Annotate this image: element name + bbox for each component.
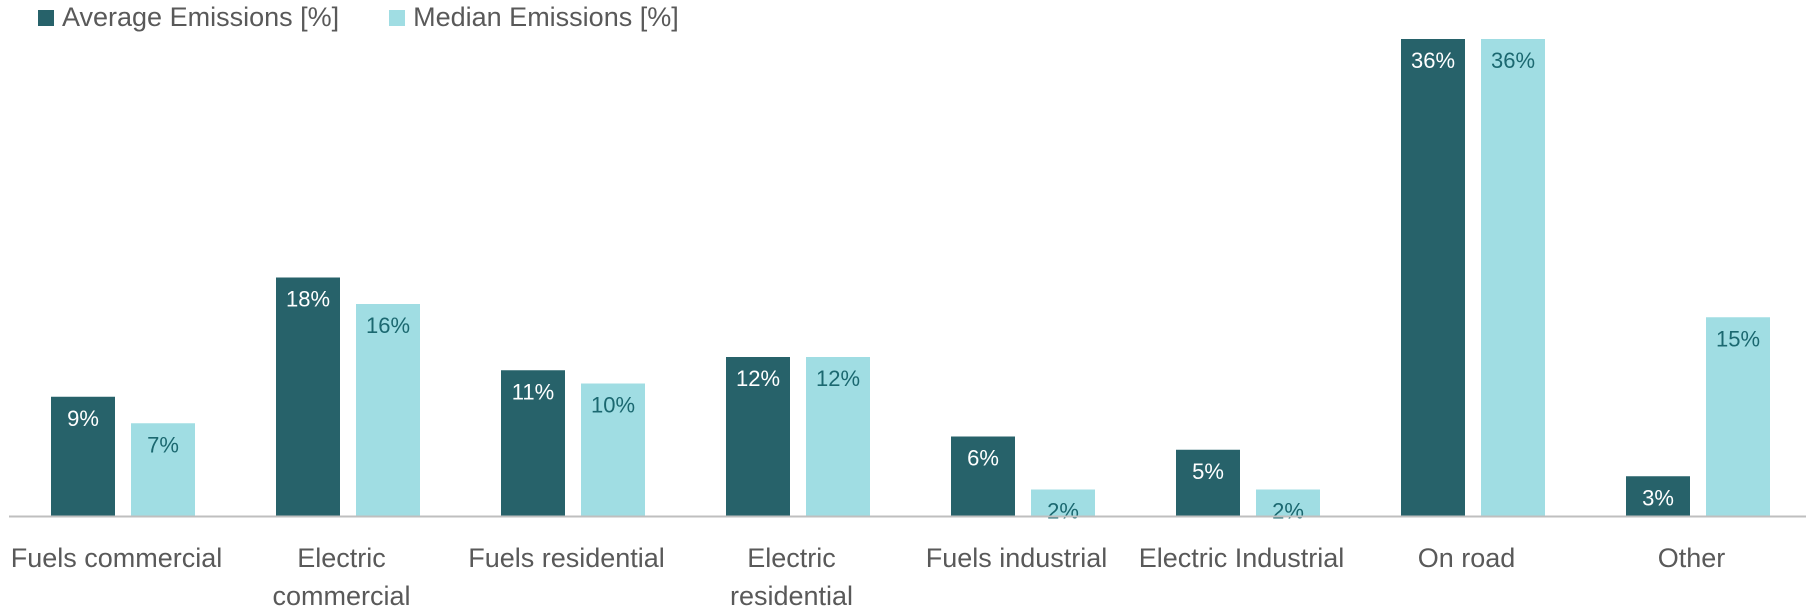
legend-label-average: Average Emissions [%]: [62, 2, 340, 32]
data-label-average-2: 11%: [512, 379, 554, 404]
bar-average-6: [1401, 39, 1465, 516]
category-label-4: Fuels industrial: [926, 543, 1108, 573]
data-label-median-7: 15%: [1716, 326, 1760, 351]
data-label-median-4: 2%: [1047, 499, 1079, 524]
data-label-average-7: 3%: [1642, 485, 1674, 510]
data-label-median-1: 16%: [366, 313, 410, 338]
legend-label-median: Median Emissions [%]: [413, 2, 679, 32]
data-label-average-3: 12%: [736, 366, 780, 391]
bar-median-3: [806, 357, 870, 516]
category-label-7: Other: [1658, 543, 1726, 573]
bar-median-7: [1706, 317, 1770, 516]
data-label-average-5: 5%: [1192, 459, 1224, 484]
bar-median-4: [1031, 489, 1095, 516]
bar-average-1: [276, 277, 340, 516]
data-label-median-3: 12%: [816, 366, 860, 391]
category-label-0: Fuels commercial: [11, 543, 223, 573]
bar-average-5: [1176, 449, 1240, 516]
bar-median-2: [581, 383, 645, 516]
data-label-average-0: 9%: [67, 406, 99, 431]
category-label-1-line-0: Electric: [297, 543, 386, 573]
bar-median-1: [356, 304, 420, 516]
bar-average-2: [501, 370, 565, 516]
bar-median-0: [131, 423, 195, 516]
legend-item-median: Median Emissions [%]: [389, 2, 679, 33]
category-label-6: On road: [1418, 543, 1516, 573]
category-label-3-line-0: Electric: [747, 543, 836, 573]
bar-median-5: [1256, 489, 1320, 516]
data-label-median-0: 7%: [147, 432, 179, 457]
bar-average-3: [726, 357, 790, 516]
data-label-average-6: 36%: [1411, 48, 1455, 73]
category-label-1-line-1: commercial: [272, 581, 410, 609]
category-label-5: Electric Industrial: [1139, 543, 1345, 573]
bar-average-7: [1626, 476, 1690, 516]
bar-median-6: [1481, 39, 1545, 516]
data-label-median-5: 2%: [1272, 499, 1304, 524]
category-label-2: Fuels residential: [468, 543, 665, 573]
legend-swatch-average: [38, 9, 54, 26]
bar-average-4: [951, 436, 1015, 516]
data-label-median-6: 36%: [1491, 48, 1535, 73]
data-label-average-4: 6%: [967, 446, 999, 471]
bar-average-0: [51, 396, 115, 516]
legend-item-average: Average Emissions [%]: [38, 2, 339, 33]
data-label-median-2: 10%: [591, 393, 635, 418]
legend: Average Emissions [%] Median Emissions […: [38, 2, 679, 33]
data-label-average-1: 18%: [286, 287, 330, 312]
legend-swatch-median: [389, 9, 406, 26]
category-label-3-line-1: residential: [730, 581, 853, 609]
